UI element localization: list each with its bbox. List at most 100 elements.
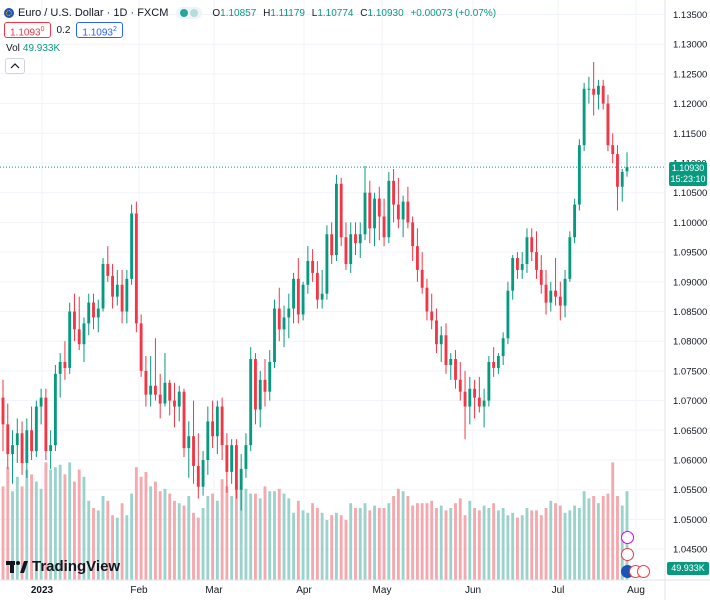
candle (244, 433, 248, 478)
candle-body (273, 308, 276, 362)
volume-bar (115, 517, 119, 580)
candle (382, 198, 386, 247)
candle (587, 76, 591, 104)
candle-body (25, 430, 29, 463)
volume-bar (577, 508, 581, 580)
candle (77, 296, 81, 351)
candle-body (568, 237, 572, 279)
volume-bar (482, 505, 486, 580)
buy-button[interactable]: 1.10932 (76, 22, 123, 38)
candle-body (458, 379, 462, 392)
volume-bar (73, 481, 76, 580)
candle (477, 376, 481, 413)
volume-bar (549, 500, 553, 580)
candle-body (339, 183, 343, 238)
chart-legend: Euro / U.S. Dollar · 1D · FXCM O1.10857 … (4, 5, 500, 21)
volume-bar (230, 496, 234, 580)
y-tick-label: 1.09500 (673, 248, 707, 259)
sell-button[interactable]: 1.10930 (4, 22, 51, 38)
volume-bar (287, 498, 291, 580)
candle-body (601, 85, 605, 104)
candle-body (92, 302, 95, 318)
candle-body (58, 361, 62, 374)
volume-bar (263, 486, 267, 580)
candle (425, 278, 429, 321)
volume-bar (315, 508, 319, 580)
candle-body (173, 400, 176, 407)
candle (30, 406, 34, 460)
candle (273, 299, 276, 368)
y-tick-label: 1.12500 (673, 69, 707, 80)
y-tick-label: 1.06000 (673, 456, 707, 467)
volume-legend: Vol 49.933K (6, 43, 60, 54)
volume-bar (415, 503, 419, 580)
volume-bar (106, 500, 110, 580)
visibility-toggle[interactable] (176, 7, 203, 19)
candle (201, 451, 205, 496)
volume-bar (387, 503, 391, 580)
candle-body (282, 317, 286, 330)
candle (344, 222, 348, 270)
ohlc-values: O1.10857 H1.11179 L1.10774 C1.10930 +0.0… (212, 7, 497, 19)
us-flag-event-icon[interactable] (621, 548, 634, 561)
candle (454, 350, 457, 389)
volume-bar (373, 505, 376, 580)
volume-bar (454, 503, 457, 580)
candle (558, 281, 562, 321)
candle (44, 388, 48, 460)
candle (263, 359, 267, 407)
volume-bars (1, 462, 629, 580)
candle (168, 379, 172, 416)
candle (73, 293, 76, 342)
candle-body (563, 278, 567, 306)
candle (363, 165, 367, 241)
volume-bar (544, 508, 548, 580)
candle (163, 353, 167, 407)
volume-bar (339, 515, 343, 580)
volume-bar (306, 512, 310, 580)
candle (58, 353, 62, 398)
candle-body (444, 335, 448, 365)
volume-bar (206, 496, 210, 580)
candle (139, 314, 143, 377)
x-tick-label: Feb (130, 585, 148, 596)
candle-body (520, 263, 524, 270)
volume-bar (311, 503, 315, 580)
tradingview-logo[interactable]: TradingView (6, 558, 120, 575)
candle-body (82, 323, 86, 345)
candle-body (415, 246, 419, 270)
candle (277, 287, 281, 342)
volume-bar (582, 491, 586, 580)
candle-body (582, 88, 586, 146)
candle-body (454, 359, 457, 380)
volume-bar (496, 510, 500, 580)
lightning-event-icon[interactable] (621, 531, 634, 544)
candle-body (77, 329, 81, 345)
candle (192, 400, 195, 484)
volume-bar (330, 515, 334, 580)
candle-body (368, 192, 372, 229)
volume-bar (439, 505, 443, 580)
symbol-title[interactable]: Euro / U.S. Dollar · 1D · FXCM (18, 7, 169, 19)
candle (158, 373, 162, 419)
volume-bar (458, 498, 462, 580)
candle-body (320, 293, 324, 300)
candle (230, 439, 234, 484)
candle (182, 388, 186, 458)
volume-bar (177, 503, 181, 580)
candle-body (163, 382, 167, 404)
candle (516, 252, 519, 279)
collapse-legend-button[interactable] (5, 58, 25, 74)
candle-body (196, 465, 200, 487)
candle (606, 94, 610, 152)
current-price-label: 1.10930 15:23:10 (669, 162, 707, 186)
candle-body (449, 359, 453, 365)
us-flag-event-icon-3[interactable] (637, 565, 650, 578)
candle (101, 258, 105, 312)
volume-bar (620, 505, 624, 580)
candle-body (96, 308, 100, 318)
volume-bar (192, 512, 195, 580)
volume-bar (444, 510, 448, 580)
candle (577, 139, 581, 211)
